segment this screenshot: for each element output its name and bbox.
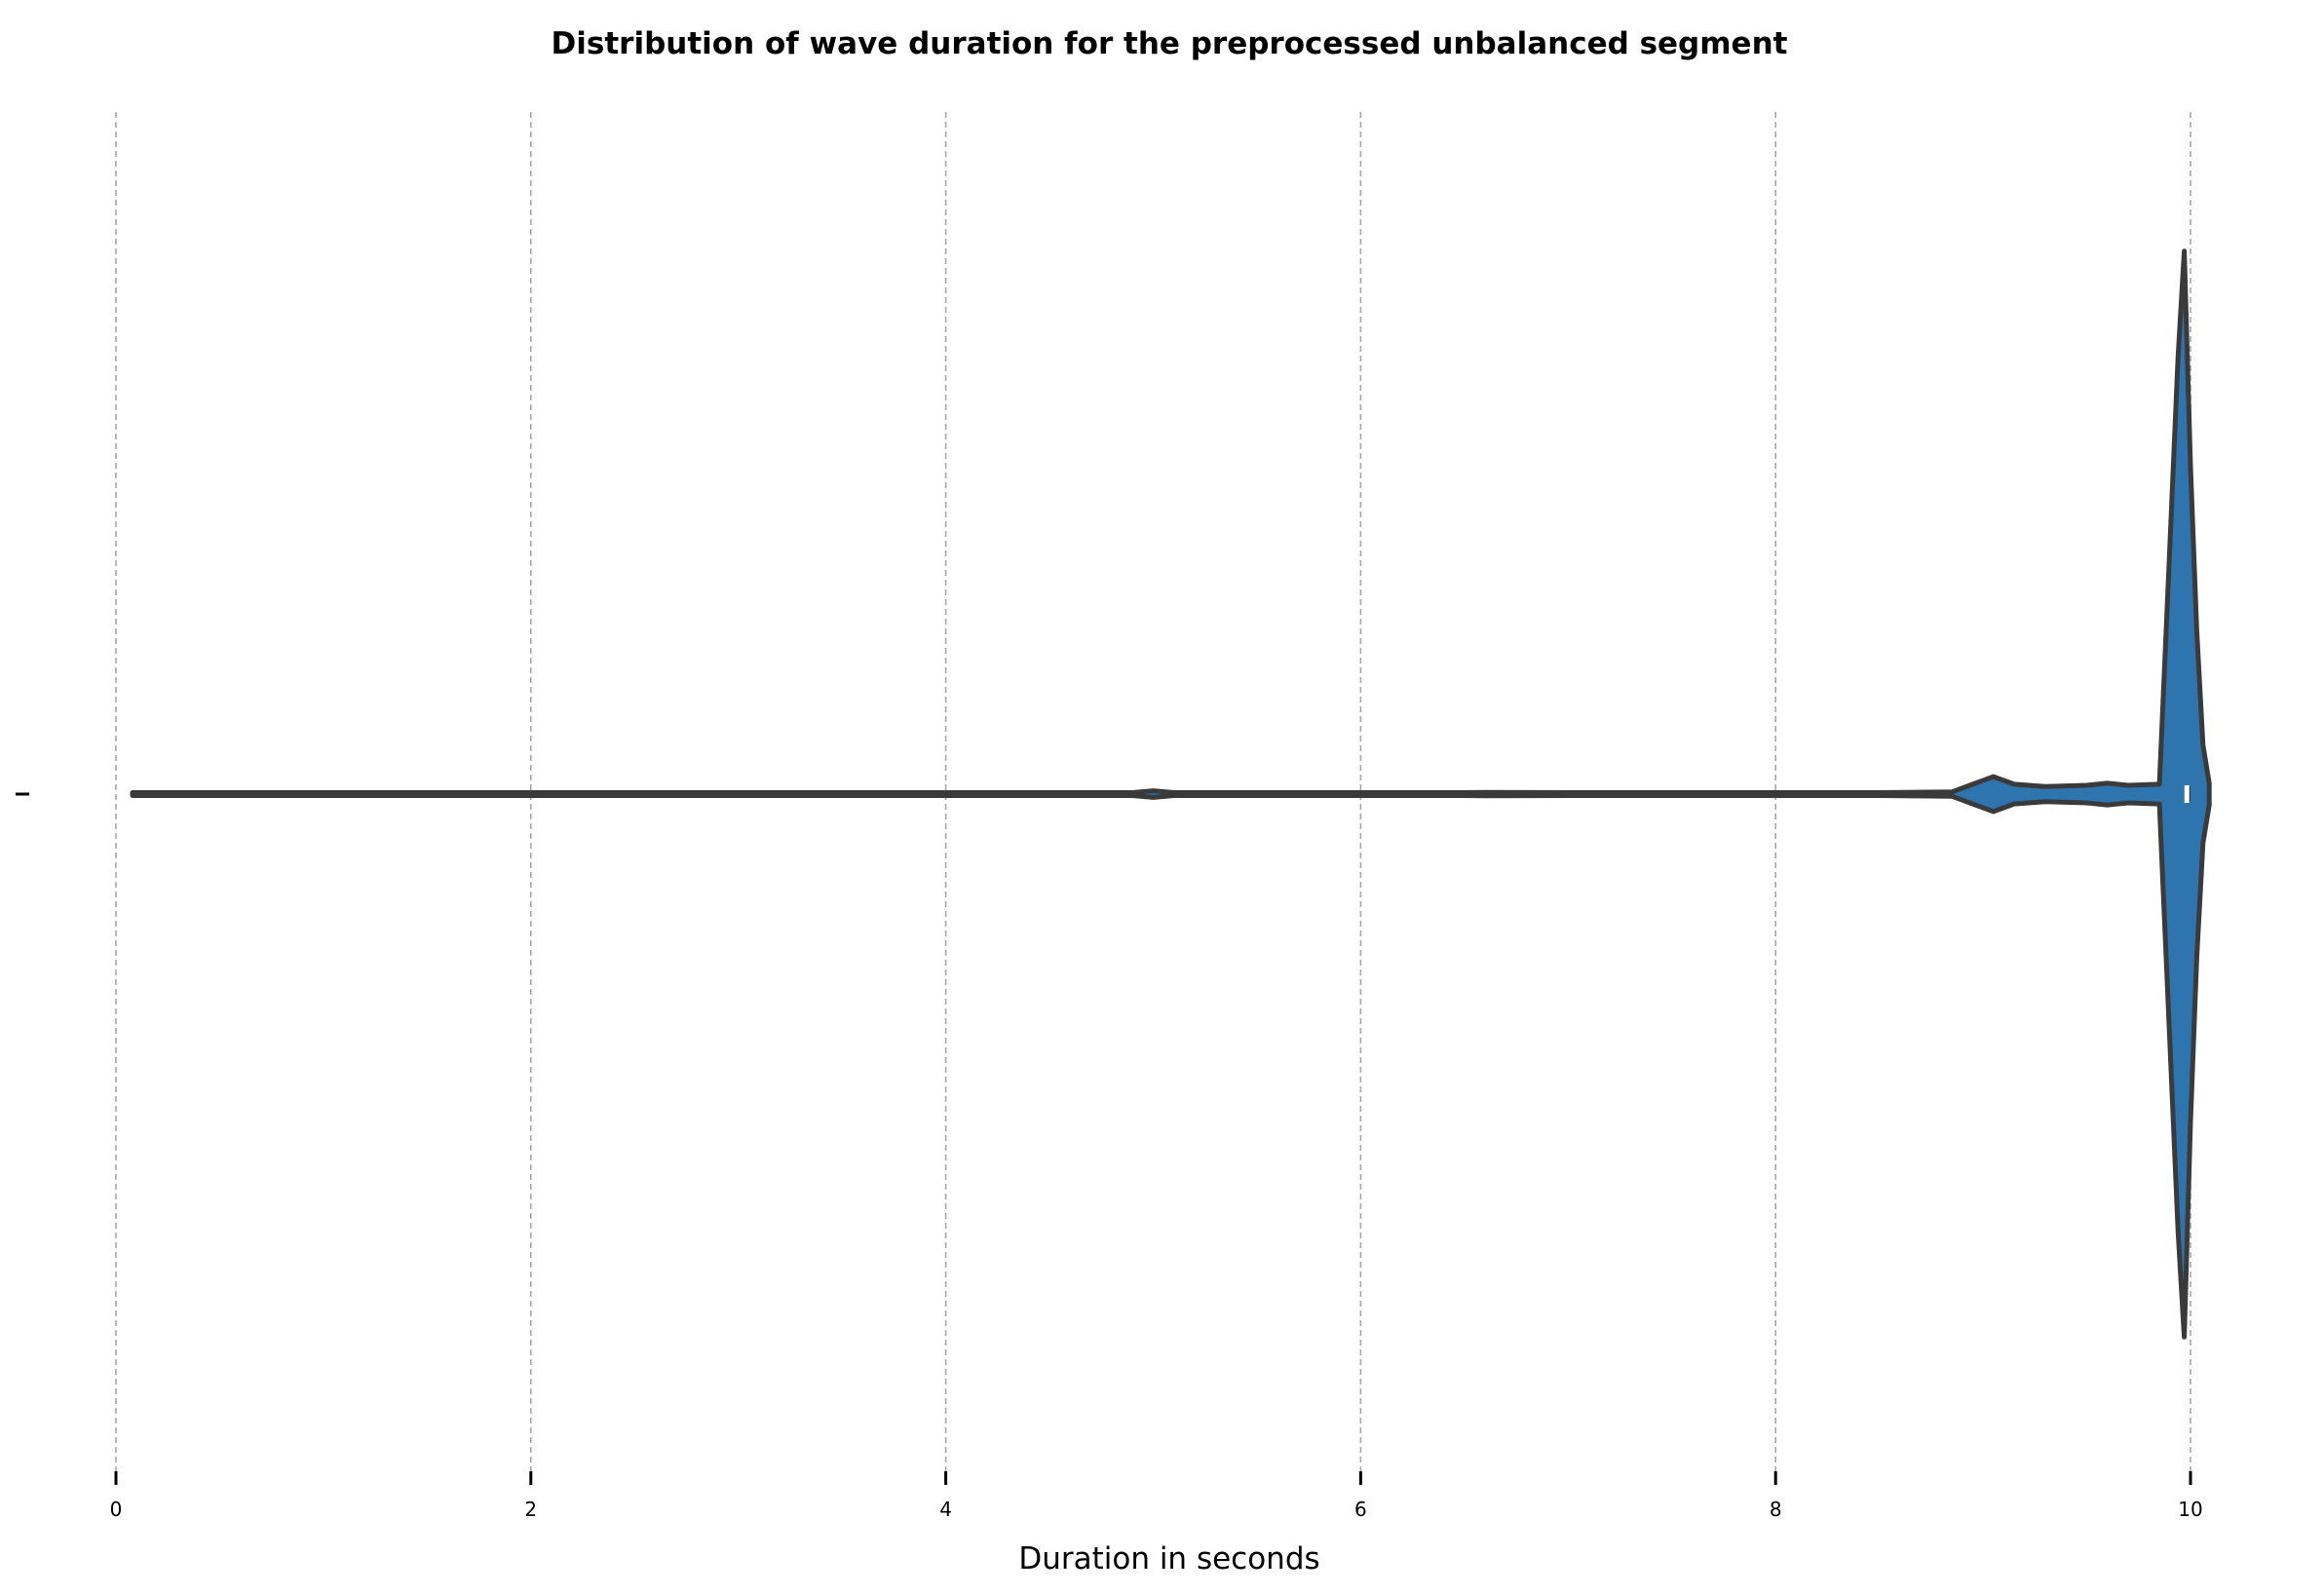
x-tick-label: 8	[1770, 1498, 1782, 1521]
x-axis-label: Duration in seconds	[1018, 1541, 1319, 1576]
x-axis: 0 2 4 6 8 10	[110, 1471, 2203, 1521]
violin-median-marker	[2184, 785, 2190, 803]
x-tick-label: 0	[110, 1498, 123, 1521]
x-tick-label: 2	[524, 1498, 537, 1521]
grid-lines	[115, 112, 2191, 1471]
violin-body	[130, 248, 2212, 1340]
x-tick-label: 4	[939, 1498, 952, 1521]
x-tick-label: 10	[2178, 1498, 2202, 1521]
chart-title: Distribution of wave duration for the pr…	[552, 26, 1788, 61]
violin-plot	[130, 248, 2212, 1340]
x-tick-label: 6	[1354, 1498, 1367, 1521]
